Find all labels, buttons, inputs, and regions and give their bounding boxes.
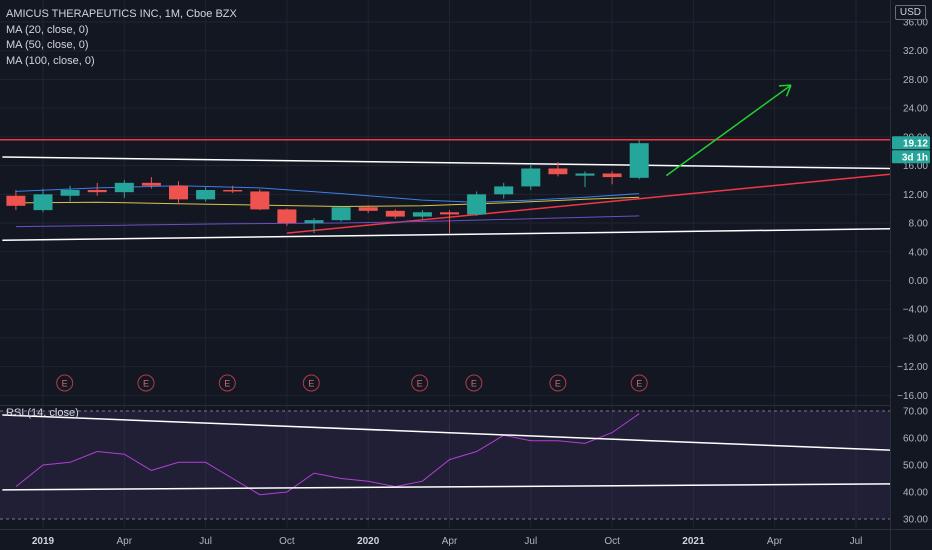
rsi-trendline[interactable] [2, 414, 891, 451]
earnings-marker[interactable] [630, 374, 648, 392]
candle[interactable] [87, 190, 107, 193]
rsi-tick-label: 30.00 [903, 515, 928, 526]
ma-line-2[interactable] [15, 215, 640, 228]
price-tick-label: −16.00 [897, 391, 928, 402]
candle[interactable] [250, 191, 270, 210]
candle[interactable] [141, 182, 161, 186]
last-price-badge [892, 136, 930, 150]
candle[interactable] [358, 207, 378, 211]
price-axis[interactable] [890, 0, 932, 550]
time-tick-label: Oct [279, 536, 295, 547]
candle[interactable] [548, 168, 568, 175]
candle[interactable] [169, 185, 188, 200]
arrow-head [778, 84, 792, 87]
countdown-label: 3d 1h [902, 153, 928, 164]
time-tick-label: Oct [604, 536, 620, 547]
projection-arrow[interactable] [665, 84, 792, 177]
price-tick-label: 24.00 [903, 104, 928, 115]
rising-support-line[interactable] [286, 173, 891, 234]
price-tick-label: 16.00 [903, 161, 928, 172]
earnings-marker[interactable] [218, 374, 236, 392]
last-price-label: 19.12 [903, 139, 928, 150]
earnings-marker[interactable] [56, 374, 74, 392]
candle[interactable] [304, 220, 324, 224]
candle[interactable] [602, 173, 622, 178]
ma-50-legend[interactable]: MA (50, close, 0) [6, 39, 89, 51]
earnings-label: E [143, 379, 149, 389]
price-tick-label: 32.00 [903, 46, 928, 57]
price-tick-label: 8.00 [909, 219, 929, 230]
time-tick-label: Apr [117, 536, 133, 547]
candle[interactable] [467, 194, 487, 215]
candle[interactable] [521, 168, 541, 187]
rsi-band [0, 411, 890, 519]
time-tick-label: Apr [442, 536, 458, 547]
candle[interactable] [385, 210, 405, 217]
earnings-marker[interactable] [465, 374, 483, 392]
time-tick-label: Apr [767, 536, 783, 547]
candle[interactable] [494, 186, 514, 195]
rsi-tick-label: 70.00 [903, 407, 928, 418]
rsi-trendline[interactable] [2, 483, 891, 491]
ma-20-legend[interactable]: MA (20, close, 0) [6, 23, 89, 36]
price-tick-label: 4.00 [909, 247, 929, 258]
time-tick-label: Jul [199, 536, 212, 547]
ma-100-legend[interactable]: MA (100, close, 0) [6, 54, 95, 67]
candle[interactable] [575, 173, 595, 176]
countdown-badge [892, 150, 930, 164]
rsi-tick-label: 40.00 [903, 488, 928, 499]
earnings-label: E [308, 379, 314, 389]
price-tick-label: −4.00 [903, 305, 929, 316]
price-tick-label: −8.00 [903, 333, 929, 344]
symbol-title: AMICUS THERAPEUTICS INC, 1M, Cboe BZX [6, 8, 237, 20]
currency-button[interactable]: USD [894, 5, 926, 20]
earnings-label: E [471, 379, 477, 389]
time-tick-label: 2021 [682, 536, 705, 547]
earnings-marker[interactable] [549, 374, 567, 392]
price-tick-label: 36.00 [903, 18, 928, 29]
arrow-head [785, 84, 792, 97]
price-tick-label: −12.00 [897, 362, 928, 373]
candle[interactable] [60, 190, 80, 196]
time-tick-label: 2020 [357, 536, 380, 547]
earnings-label: E [636, 379, 642, 389]
earnings-marker[interactable] [411, 374, 429, 392]
rsi-tick-label: 60.00 [903, 434, 928, 445]
candle[interactable] [440, 212, 459, 215]
rsi-legend[interactable]: RSI (14, close) [6, 407, 79, 419]
upper-channel-line[interactable] [2, 156, 891, 170]
time-axis[interactable] [0, 529, 890, 550]
time-tick-label: 2019 [32, 536, 55, 547]
price-tick-label: 12.00 [903, 190, 928, 201]
lower-channel-line[interactable] [2, 228, 891, 242]
earnings-label: E [62, 379, 68, 389]
candle[interactable] [629, 143, 649, 178]
candle[interactable] [412, 212, 432, 217]
time-tick-label: Jul [524, 536, 537, 547]
earnings-label: E [417, 379, 423, 389]
ma-line-0[interactable] [15, 185, 640, 203]
earnings-marker[interactable] [137, 374, 155, 392]
time-tick-label: Jul [850, 536, 863, 547]
candle[interactable] [33, 194, 53, 211]
price-tick-label: 28.00 [903, 75, 928, 86]
candle[interactable] [277, 209, 297, 224]
candle[interactable] [331, 207, 351, 221]
candle[interactable] [196, 190, 216, 200]
earnings-label: E [555, 379, 561, 389]
earnings-marker[interactable] [302, 374, 320, 392]
rsi-line[interactable] [15, 413, 640, 496]
rsi-tick-label: 50.00 [903, 461, 928, 472]
candle[interactable] [6, 195, 26, 206]
candle[interactable] [114, 182, 134, 193]
candle[interactable] [223, 190, 243, 192]
price-tick-label: 0.00 [909, 276, 929, 287]
earnings-label: E [224, 379, 230, 389]
chart-legend: AMICUS THERAPEUTICS INC, 1M, Cboe BZX MA… [6, 7, 237, 69]
